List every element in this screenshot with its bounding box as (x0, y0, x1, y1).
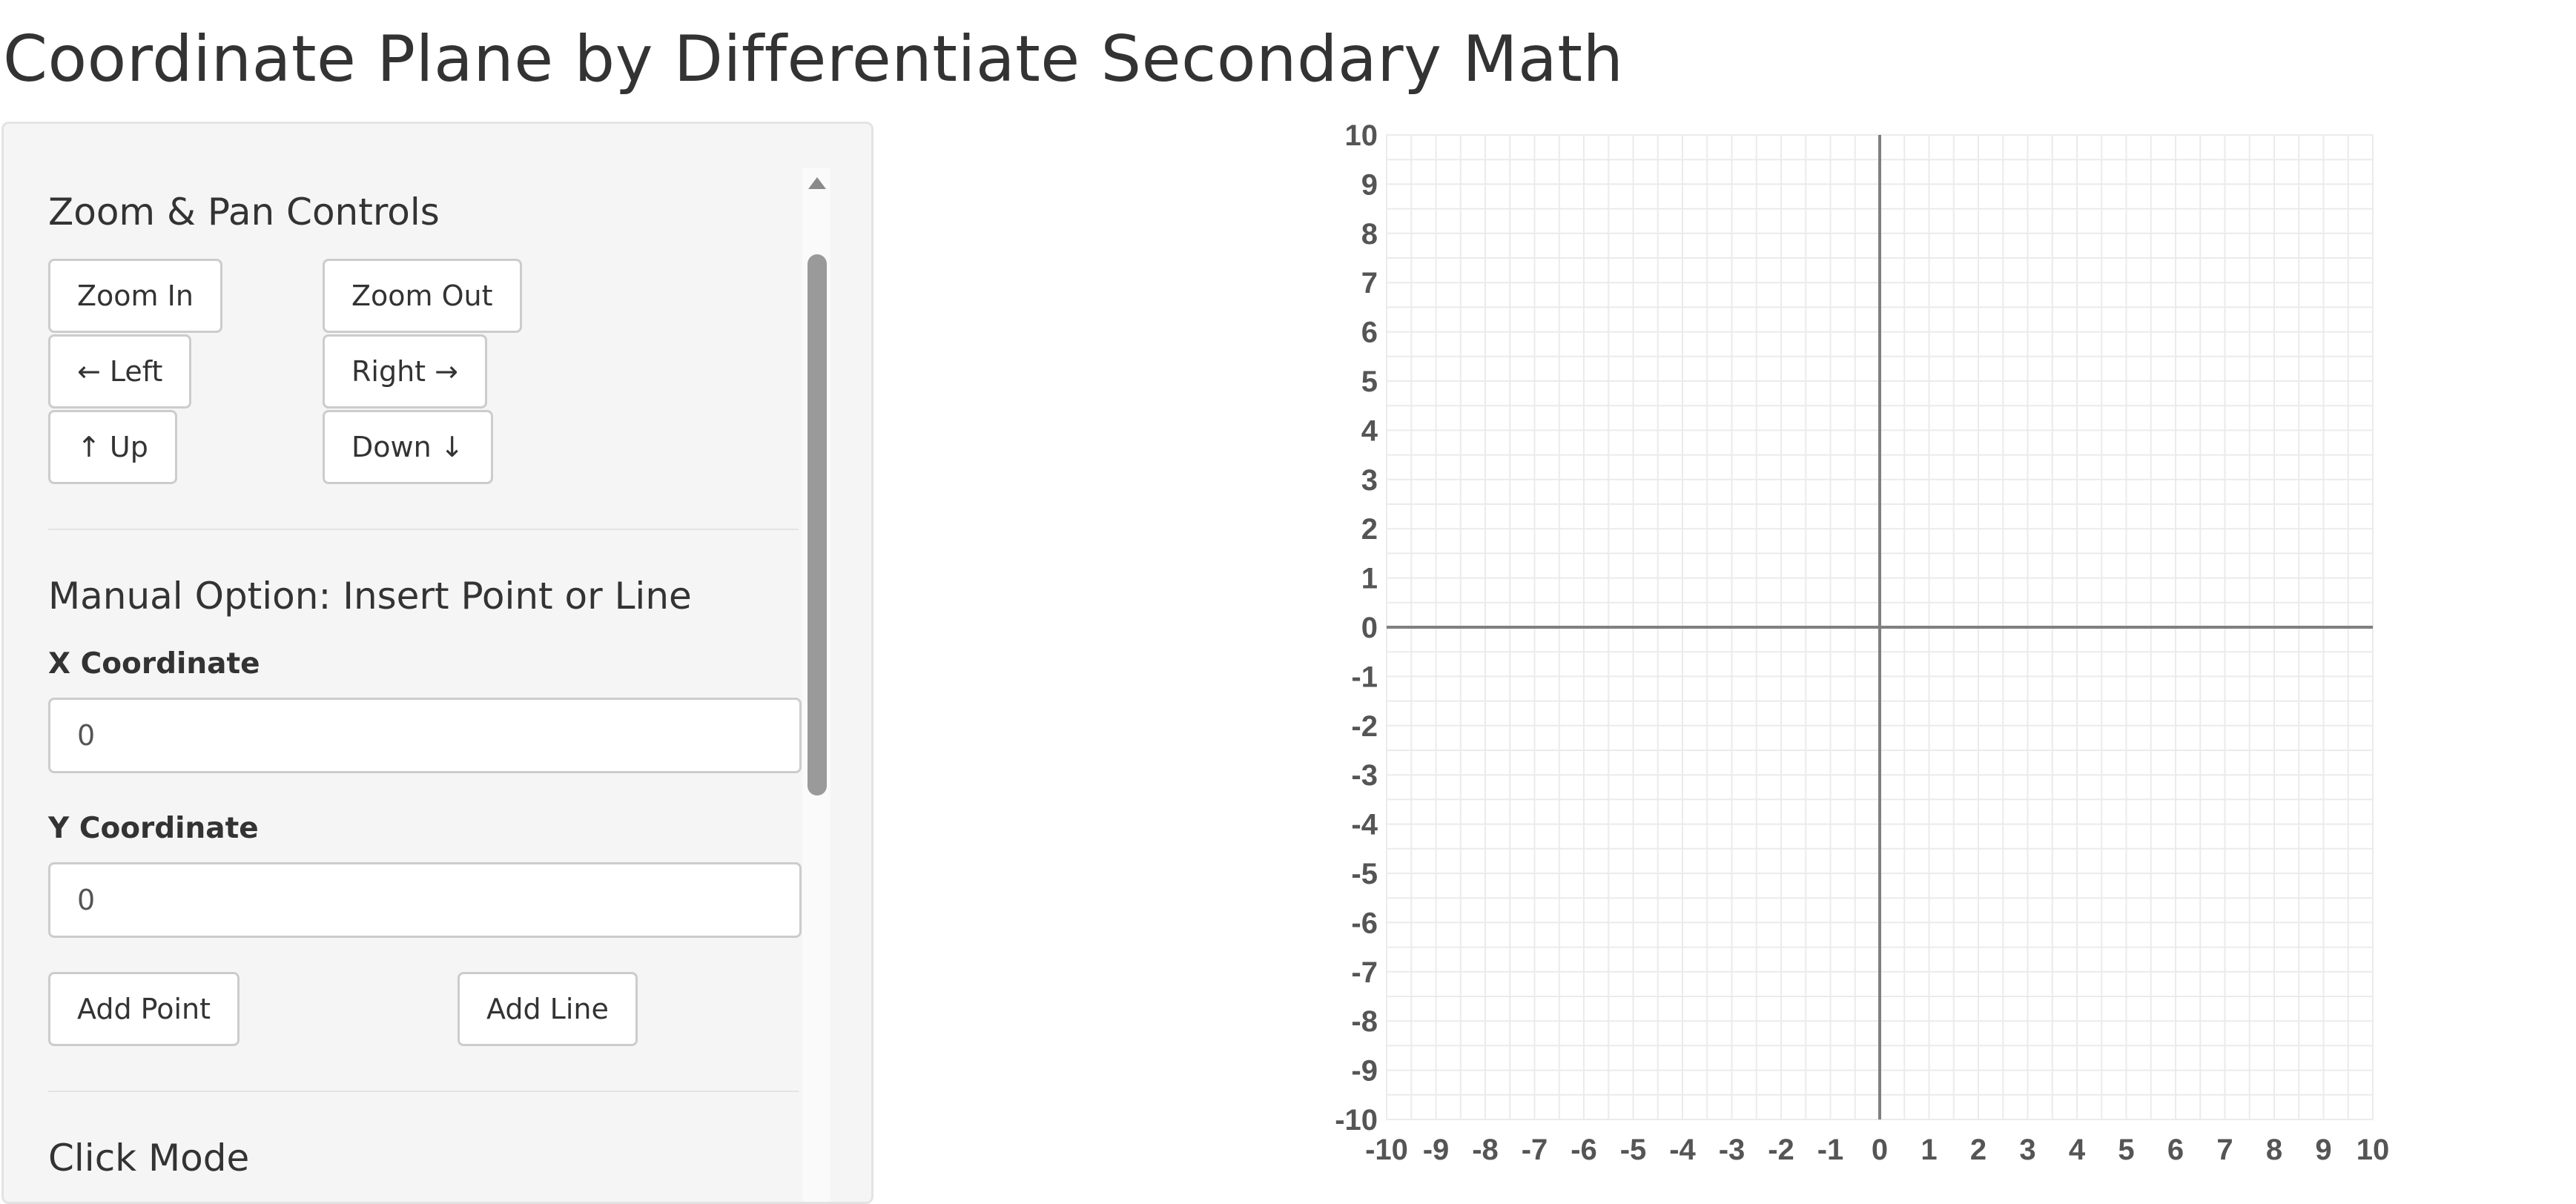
y-tick-label: 7 (1361, 267, 1378, 300)
y-tick-label: -2 (1351, 710, 1378, 743)
x-tick-label: 4 (2069, 1134, 2086, 1166)
x-tick-label: -7 (1522, 1134, 1548, 1166)
x-tick-label: -4 (1669, 1134, 1696, 1166)
pan-up-button[interactable]: ↑ Up (48, 410, 177, 484)
y-tick-label: -5 (1351, 858, 1378, 890)
y-tick-label: 1 (1361, 563, 1378, 595)
scroll-thumb[interactable] (808, 254, 827, 796)
x-tick-label: 7 (2216, 1134, 2233, 1166)
x-tick-label: 2 (1970, 1134, 1987, 1166)
x-tick-label: -8 (1472, 1134, 1499, 1166)
y-tick-label: 9 (1361, 168, 1378, 201)
control-panel: Zoom & Pan Controls Zoom In Zoom Out ← L… (1, 122, 873, 1204)
x-tick-label: 6 (2167, 1134, 2184, 1166)
y-tick-label: -9 (1351, 1055, 1378, 1088)
add-line-button[interactable]: Add Line (458, 972, 638, 1046)
section-divider (48, 529, 799, 530)
x-tick-label: -10 (1365, 1134, 1408, 1166)
x-coordinate-input[interactable] (48, 698, 802, 773)
x-coordinate-label: X Coordinate (48, 647, 260, 681)
scroll-up-arrow-icon[interactable] (808, 177, 826, 189)
pan-down-button[interactable]: Down ↓ (323, 410, 493, 484)
zoom-out-button[interactable]: Zoom Out (323, 259, 522, 333)
page-title: Coordinate Plane by Differentiate Second… (3, 22, 1624, 96)
coordinate-plane[interactable]: -10 -9 -8 -7 -6 -5 -4 -3 -2 -1 0 1 2 3 4 5 6 7 8 9 101098765… (1290, 119, 2402, 1171)
pan-left-button[interactable]: ← Left (48, 334, 192, 408)
add-point-button[interactable]: Add Point (48, 972, 240, 1046)
y-tick-label: -3 (1351, 759, 1378, 792)
y-coordinate-input[interactable] (48, 862, 802, 938)
manual-option-title: Manual Option: Insert Point or Line (48, 575, 692, 618)
y-tick-label: 6 (1361, 317, 1378, 349)
y-tick-label: -10 (1335, 1104, 1378, 1137)
x-tick-label: -6 (1571, 1134, 1597, 1166)
y-tick-label: 3 (1361, 464, 1378, 497)
x-tick-label: 1 (1921, 1134, 1937, 1166)
x-tick-label: 5 (2118, 1134, 2134, 1166)
pan-right-button[interactable]: Right → (323, 334, 487, 408)
x-tick-label: -5 (1620, 1134, 1647, 1166)
x-tick-label: -2 (1768, 1134, 1794, 1166)
y-tick-label: -8 (1351, 1005, 1378, 1038)
y-tick-label: 0 (1361, 612, 1378, 644)
y-tick-label: 8 (1361, 218, 1378, 251)
y-tick-label: 4 (1361, 414, 1378, 447)
y-tick-label: -1 (1351, 661, 1378, 693)
zoom-pan-title: Zoom & Pan Controls (48, 191, 440, 234)
y-tick-label: -6 (1351, 907, 1378, 939)
x-tick-label: 8 (2266, 1134, 2282, 1166)
x-tick-label: -1 (1817, 1134, 1844, 1166)
y-tick-label: 10 (1345, 119, 1378, 152)
click-mode-title: Click Mode (48, 1137, 250, 1180)
x-tick-label: 0 (1872, 1134, 1888, 1166)
x-tick-label: -3 (1719, 1134, 1746, 1166)
x-tick-label: 10 (2357, 1134, 2390, 1166)
panel-scrollbar[interactable] (802, 168, 830, 1202)
y-tick-label: 5 (1361, 366, 1378, 398)
y-tick-label: -7 (1351, 956, 1378, 989)
y-coordinate-label: Y Coordinate (48, 812, 259, 845)
y-tick-label: 2 (1361, 513, 1378, 546)
section-divider (48, 1091, 799, 1092)
x-tick-label: 9 (2315, 1134, 2331, 1166)
x-tick-label: 3 (2019, 1134, 2035, 1166)
x-tick-label: -9 (1423, 1134, 1450, 1166)
zoom-in-button[interactable]: Zoom In (48, 259, 222, 333)
y-tick-label: -4 (1351, 809, 1378, 841)
